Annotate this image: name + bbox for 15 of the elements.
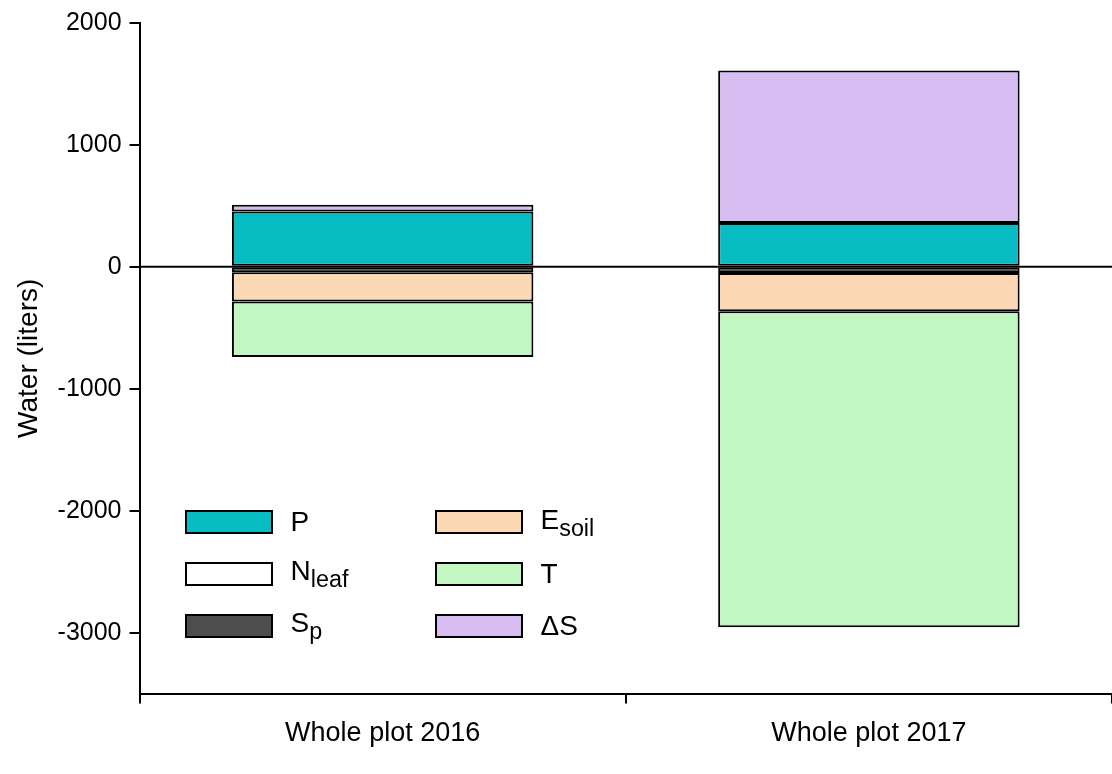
- legend-label: N$_{leaf}$: [290, 555, 349, 593]
- legend-label: T: [540, 557, 558, 590]
- legend-label: ΔS: [540, 609, 578, 642]
- y-tick-label: 0: [107, 250, 122, 279]
- y-tick-label: -1000: [57, 372, 122, 401]
- x-tick-label: Whole plot 2016: [285, 717, 481, 748]
- y-tick-label: -2000: [57, 494, 122, 523]
- y-tick-label: -3000: [57, 616, 122, 645]
- legend-label: S$_{p}$: [290, 606, 323, 645]
- y-tick-label: 1000: [65, 128, 122, 157]
- x-tick-label: Whole plot 2017: [771, 717, 967, 748]
- legend-label: E$_{soil}$: [540, 503, 595, 542]
- y-axis-title: Water (liters): [11, 278, 43, 438]
- y-tick-label: 2000: [65, 6, 122, 35]
- legend-label: P: [290, 506, 310, 539]
